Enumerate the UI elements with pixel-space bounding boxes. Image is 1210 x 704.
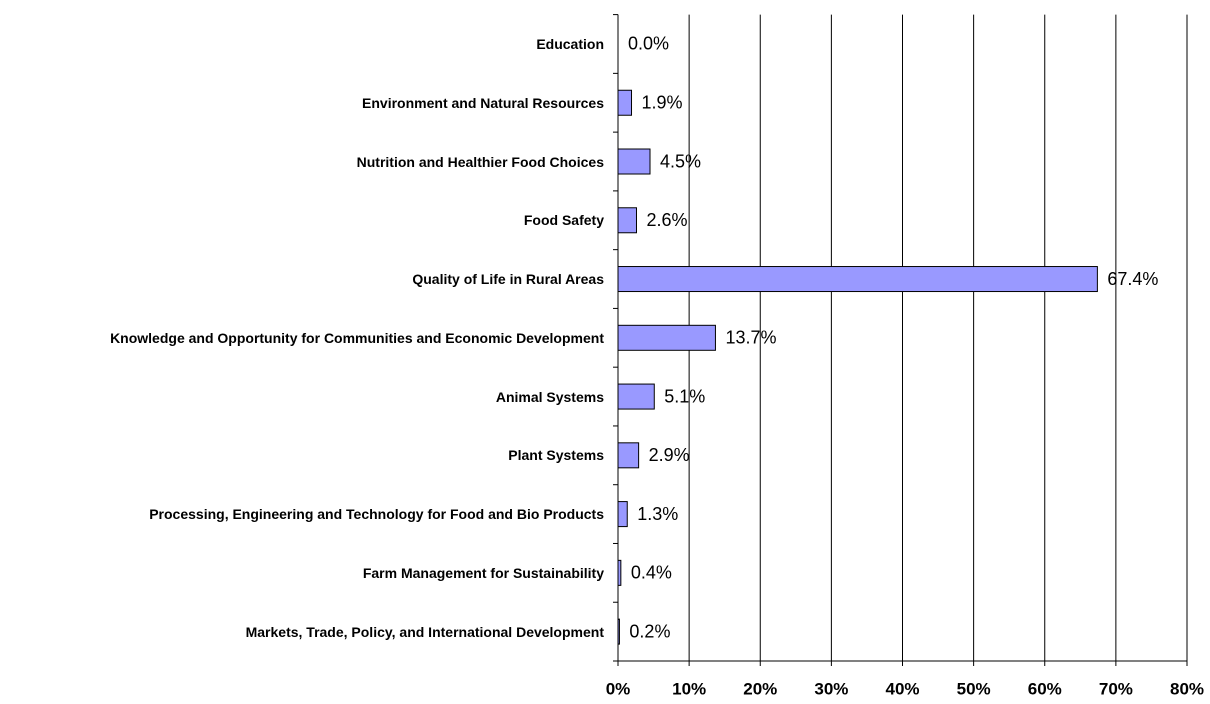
y-tick-label-box: Markets, Trade, Policy, and Internationa… — [4, 622, 604, 642]
x-tick-label: 0% — [606, 679, 631, 698]
value-label: 5.1% — [664, 386, 705, 406]
y-tick-label: Markets, Trade, Policy, and Internationa… — [245, 623, 604, 640]
y-tick-label: Education — [536, 35, 604, 52]
value-label: 67.4% — [1107, 269, 1158, 289]
x-tick-label: 50% — [957, 679, 991, 698]
y-tick-label: Plant Systems — [508, 447, 604, 464]
value-label: 0.0% — [628, 34, 669, 54]
bar — [617, 501, 628, 528]
value-label: 0.4% — [631, 563, 672, 583]
y-tick-label-box: Plant Systems — [4, 445, 604, 465]
y-tick-label: Nutrition and Healthier Food Choices — [356, 153, 604, 170]
y-tick-label-box: Processing, Engineering and Technology f… — [4, 504, 604, 524]
y-tick-label: Quality of Life in Rural Areas — [412, 271, 604, 288]
y-tick-label-box: Animal Systems — [4, 387, 604, 407]
x-tick-label: 30% — [814, 679, 848, 698]
bar — [617, 207, 637, 234]
x-tick-label: 20% — [743, 679, 777, 698]
bar — [617, 442, 640, 469]
value-label: 13.7% — [725, 328, 776, 348]
bar — [617, 89, 633, 116]
bar — [617, 383, 655, 410]
value-label: 2.9% — [649, 445, 690, 465]
y-tick-label-box: Farm Management for Sustainability — [4, 563, 604, 583]
bar — [617, 559, 622, 586]
y-tick-label: Farm Management for Sustainability — [362, 564, 604, 581]
value-label: 0.2% — [629, 621, 670, 641]
y-tick-label: Processing, Engineering and Technology f… — [149, 506, 604, 523]
x-tick-label: 10% — [672, 679, 706, 698]
y-tick-label: Environment and Natural Resources — [362, 94, 604, 111]
value-label: 4.5% — [660, 151, 701, 171]
y-tick-label-box: Environment and Natural Resources — [4, 93, 604, 113]
y-tick-label-box: Quality of Life in Rural Areas — [4, 269, 604, 289]
y-tick-label-box: Nutrition and Healthier Food Choices — [4, 152, 604, 172]
value-label: 1.3% — [637, 504, 678, 524]
bar — [617, 266, 1098, 293]
value-label: 1.9% — [642, 92, 683, 112]
y-tick-label-box: Knowledge and Opportunity for Communitie… — [4, 328, 604, 348]
y-tick-label: Knowledge and Opportunity for Communitie… — [110, 329, 604, 346]
x-tick-label: 70% — [1099, 679, 1133, 698]
x-tick-label: 40% — [885, 679, 919, 698]
x-tick-label: 80% — [1170, 679, 1204, 698]
y-tick-label-box: Food Safety — [4, 210, 604, 230]
x-tick-label: 60% — [1028, 679, 1062, 698]
bar — [617, 618, 620, 645]
value-label: 2.6% — [646, 210, 687, 230]
bar — [617, 324, 716, 351]
y-tick-label-box: Education — [4, 34, 604, 54]
y-tick-label: Food Safety — [523, 212, 604, 229]
bar — [617, 148, 651, 175]
y-tick-label: Animal Systems — [495, 388, 604, 405]
